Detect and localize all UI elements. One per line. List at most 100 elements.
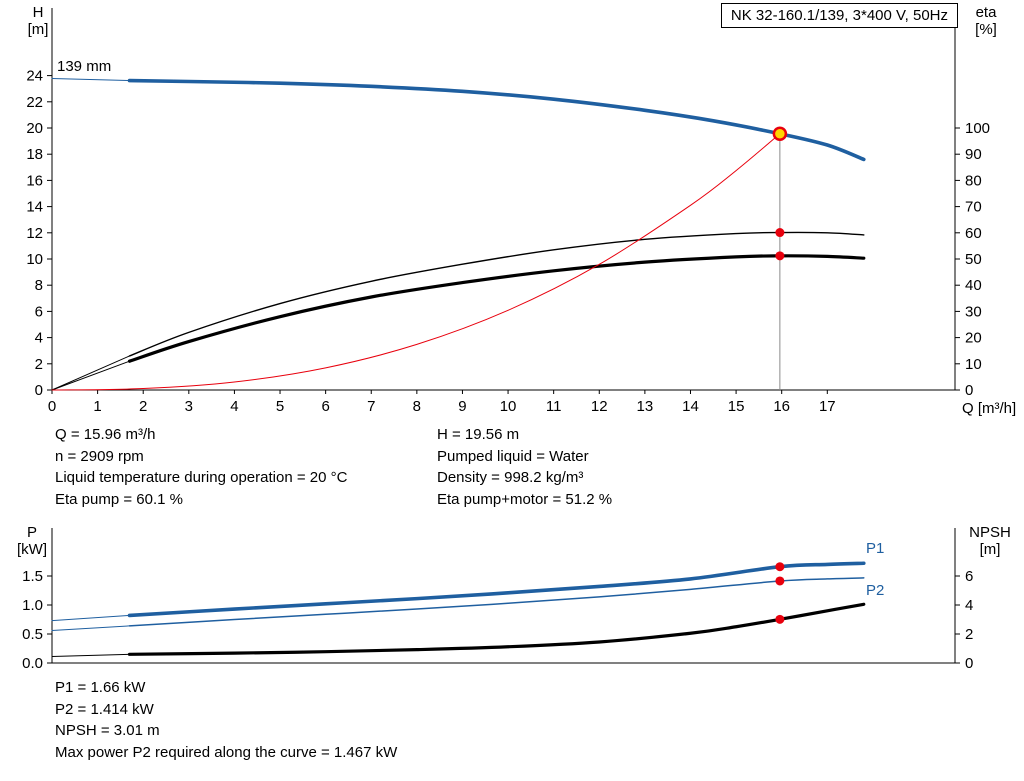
right-tick-label: 4 bbox=[965, 597, 973, 614]
p2-curve-label: P2 bbox=[866, 582, 885, 599]
x-tick-label: 0 bbox=[48, 398, 56, 415]
result-eta-pump: Eta pump = 60.1 % bbox=[55, 490, 183, 508]
right-tick-label: 80 bbox=[965, 172, 982, 189]
right-tick-label: 60 bbox=[965, 225, 982, 242]
right-tick-label: 6 bbox=[965, 568, 973, 585]
right-tick-label: 0 bbox=[965, 655, 973, 672]
curve-p1-lead bbox=[51, 614, 131, 622]
pump-title-box: NK 32-160.1/139, 3*400 V, 50Hz bbox=[720, 3, 958, 28]
result-liquid-temperature: Liquid temperature during operation = 20… bbox=[55, 469, 348, 486]
impeller-size-label: 139 mm bbox=[57, 58, 112, 75]
p1-curve-label: P1 bbox=[866, 540, 885, 557]
curve-npsh-lead bbox=[51, 653, 131, 657]
npsh-axis-title-symbol: NPSH bbox=[969, 524, 1011, 541]
p-axis-title-symbol: P bbox=[26, 524, 37, 541]
result-speed: n = 2909 rpm bbox=[55, 447, 144, 465]
curve-npsh bbox=[127, 602, 866, 656]
right-tick-label: 2 bbox=[965, 626, 973, 643]
result-head: H = 19.56 m bbox=[437, 426, 520, 443]
p-axis-title-unit: [kW] bbox=[17, 541, 47, 558]
right-tick-label: 40 bbox=[965, 277, 982, 294]
h-axis-title-symbol: H bbox=[32, 4, 44, 21]
duty-point-p2 bbox=[775, 576, 785, 586]
left-tick-label: 24 bbox=[26, 68, 43, 85]
curve-eta-pump-motor bbox=[127, 254, 866, 363]
x-tick-label: 6 bbox=[321, 398, 329, 415]
right-tick-label: 90 bbox=[965, 146, 982, 163]
duty-point-npsh bbox=[775, 614, 785, 624]
left-tick-label: 0.0 bbox=[22, 655, 43, 672]
x-tick-label: 12 bbox=[591, 398, 608, 415]
left-tick-label: 20 bbox=[26, 120, 43, 137]
curve-p1 bbox=[127, 561, 866, 618]
curve-p2 bbox=[128, 577, 865, 627]
right-tick-label: 70 bbox=[965, 199, 982, 216]
x-tick-label: 3 bbox=[185, 398, 193, 415]
p-axis-title: P [kW] bbox=[8, 524, 56, 558]
right-tick-label: 10 bbox=[965, 356, 982, 373]
npsh-axis-title: NPSH [m] bbox=[962, 524, 1018, 558]
x-tick-label: 11 bbox=[546, 398, 562, 415]
left-tick-label: 4 bbox=[35, 330, 43, 347]
right-tick-label: 0 bbox=[965, 382, 973, 399]
power-results-block: P1 = 1.66 kW P2 = 1.414 kW NPSH = 3.01 m… bbox=[55, 677, 397, 763]
x-tick-label: 8 bbox=[413, 398, 421, 415]
result-p2: P2 = 1.414 kW bbox=[55, 700, 154, 718]
result-p1: P1 = 1.66 kW bbox=[55, 679, 146, 696]
right-tick-label: 30 bbox=[965, 303, 982, 320]
left-tick-label: 22 bbox=[26, 94, 43, 111]
curve-p2-lead bbox=[51, 625, 131, 632]
curve-duty-system-curve bbox=[51, 133, 781, 391]
h-axis-title-unit: [m] bbox=[27, 21, 49, 38]
curve-eta-pump-lead bbox=[51, 355, 131, 391]
left-tick-label: 0.5 bbox=[22, 626, 43, 643]
eta-axis-title-symbol: eta bbox=[975, 4, 997, 21]
result-max-power-p2: Max power P2 required along the curve = … bbox=[55, 743, 398, 761]
left-tick-label: 8 bbox=[35, 277, 43, 294]
x-tick-label: 9 bbox=[458, 398, 466, 415]
x-tick-label: 5 bbox=[276, 398, 284, 415]
left-tick-label: 10 bbox=[26, 251, 43, 268]
x-tick-label: 10 bbox=[500, 398, 517, 415]
duty-point-p1 bbox=[775, 562, 785, 572]
result-eta-pump-motor: Eta pump+motor = 51.2 % bbox=[437, 490, 613, 508]
left-tick-label: 1.0 bbox=[22, 597, 43, 614]
curve-qh-lead bbox=[51, 77, 131, 82]
right-tick-label: 100 bbox=[965, 120, 990, 137]
x-tick-label: 13 bbox=[637, 398, 654, 415]
x-tick-label: 2 bbox=[139, 398, 147, 415]
x-tick-label: 17 bbox=[819, 398, 836, 415]
right-tick-label: 50 bbox=[965, 251, 982, 268]
left-tick-label: 0 bbox=[35, 382, 43, 399]
npsh-axis-title-unit: [m] bbox=[979, 541, 1001, 558]
left-tick-label: 14 bbox=[26, 199, 43, 216]
duty-point-qh bbox=[772, 126, 788, 142]
x-tick-label: 4 bbox=[230, 398, 238, 415]
x-tick-label: 15 bbox=[728, 398, 745, 415]
curve-eta-pump-motor-lead bbox=[51, 360, 131, 391]
duty-results-right-column: H = 19.56 m Pumped liquid = Water Densit… bbox=[437, 424, 612, 510]
x-tick-label: 1 bbox=[93, 398, 101, 415]
left-tick-label: 1.5 bbox=[22, 568, 43, 585]
curve-qh-139mm bbox=[127, 78, 866, 162]
eta-axis-title-unit: [%] bbox=[975, 21, 997, 38]
left-tick-label: 2 bbox=[35, 356, 43, 373]
result-flow: Q = 15.96 m³/h bbox=[55, 426, 156, 443]
duty-point-eta-pump bbox=[775, 228, 785, 238]
left-tick-label: 16 bbox=[26, 172, 43, 189]
h-axis-title: H [m] bbox=[14, 4, 62, 38]
left-tick-label: 18 bbox=[26, 146, 43, 163]
left-tick-label: 6 bbox=[35, 303, 43, 320]
result-density: Density = 998.2 kg/m³ bbox=[437, 469, 584, 486]
result-npsh: NPSH = 3.01 m bbox=[55, 722, 160, 739]
curve-eta-pump bbox=[128, 231, 865, 357]
x-tick-label: 7 bbox=[367, 398, 375, 415]
left-tick-label: 12 bbox=[26, 225, 43, 242]
q-axis-title: Q [m³/h] bbox=[962, 400, 1017, 417]
right-tick-label: 20 bbox=[965, 330, 982, 347]
duty-point-eta-pump-motor bbox=[775, 251, 785, 261]
result-pumped-liquid: Pumped liquid = Water bbox=[437, 447, 589, 465]
x-tick-label: 14 bbox=[682, 398, 699, 415]
